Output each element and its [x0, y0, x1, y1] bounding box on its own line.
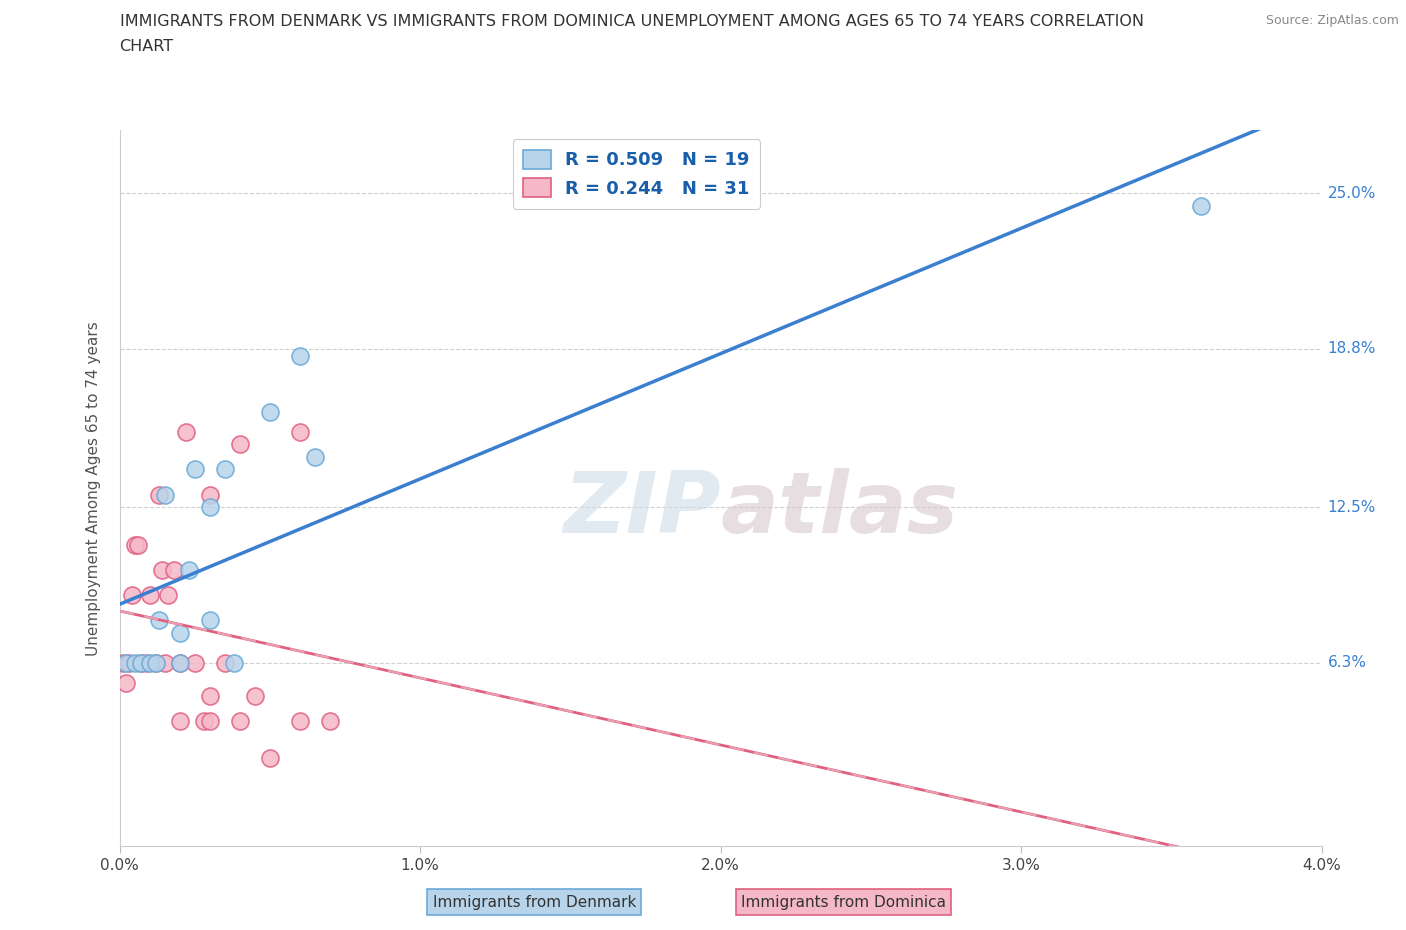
Point	[121, 588, 143, 603]
Point	[156, 588, 179, 603]
Text: 18.8%: 18.8%	[1327, 341, 1376, 356]
Legend: R = 0.509   N = 19, R = 0.244   N = 31: R = 0.509 N = 19, R = 0.244 N = 31	[513, 140, 761, 208]
Point	[319, 713, 342, 728]
Y-axis label: Unemployment Among Ages 65 to 74 years: Unemployment Among Ages 65 to 74 years	[86, 321, 101, 656]
Point	[259, 751, 281, 765]
Text: Immigrants from Dominica: Immigrants from Dominica	[741, 895, 946, 910]
Point	[124, 538, 146, 552]
Point	[111, 656, 134, 671]
Point	[214, 656, 236, 671]
Text: Immigrants from Denmark: Immigrants from Denmark	[433, 895, 636, 910]
Text: 6.3%: 6.3%	[1327, 656, 1367, 671]
Point	[148, 613, 170, 628]
Point	[124, 656, 146, 671]
Point	[1189, 198, 1212, 213]
Point	[193, 713, 215, 728]
Point	[138, 656, 160, 671]
Point	[138, 588, 160, 603]
Point	[288, 713, 311, 728]
Text: 25.0%: 25.0%	[1327, 185, 1376, 201]
Text: ZIP: ZIP	[562, 468, 720, 551]
Point	[183, 462, 205, 477]
Point	[169, 713, 191, 728]
Text: CHART: CHART	[120, 39, 173, 54]
Point	[198, 688, 221, 703]
Point	[169, 656, 191, 671]
Point	[129, 656, 152, 671]
Point	[288, 349, 311, 364]
Point	[169, 625, 191, 640]
Point	[150, 563, 173, 578]
Point	[117, 656, 139, 671]
Text: atlas: atlas	[720, 468, 959, 551]
Point	[145, 656, 167, 671]
Point	[198, 613, 221, 628]
Text: IMMIGRANTS FROM DENMARK VS IMMIGRANTS FROM DOMINICA UNEMPLOYMENT AMONG AGES 65 T: IMMIGRANTS FROM DENMARK VS IMMIGRANTS FR…	[120, 14, 1143, 29]
Text: Source: ZipAtlas.com: Source: ZipAtlas.com	[1265, 14, 1399, 27]
Text: 12.5%: 12.5%	[1327, 499, 1376, 514]
Point	[153, 487, 176, 502]
Point	[145, 656, 167, 671]
Point	[174, 424, 197, 439]
Point	[228, 437, 252, 452]
Point	[198, 499, 221, 514]
Point	[228, 713, 252, 728]
Point	[162, 563, 184, 578]
Point	[169, 656, 191, 671]
Point	[288, 424, 311, 439]
Point	[129, 656, 152, 671]
Point	[183, 656, 205, 671]
Point	[198, 713, 221, 728]
Point	[198, 487, 221, 502]
Point	[214, 462, 236, 477]
Point	[304, 449, 326, 464]
Point	[222, 656, 245, 671]
Point	[243, 688, 266, 703]
Point	[153, 656, 176, 671]
Point	[259, 405, 281, 419]
Point	[114, 675, 136, 690]
Point	[177, 563, 200, 578]
Point	[148, 487, 170, 502]
Point	[127, 538, 149, 552]
Point	[135, 656, 157, 671]
Point	[114, 656, 136, 671]
